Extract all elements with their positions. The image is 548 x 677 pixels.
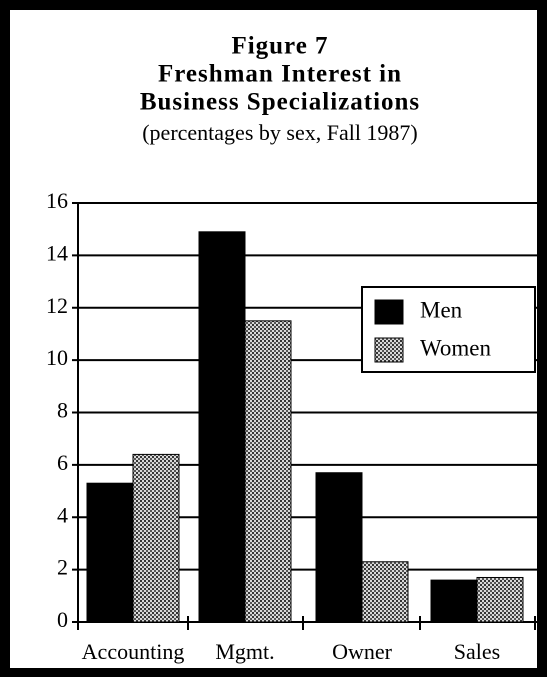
legend-swatch bbox=[374, 299, 404, 325]
y-tick-label: 6 bbox=[57, 450, 68, 475]
y-tick-label: 16 bbox=[46, 188, 68, 213]
bar bbox=[361, 561, 409, 623]
legend-label: Women bbox=[420, 335, 491, 360]
title-line: Freshman Interest in bbox=[158, 61, 402, 88]
bar bbox=[86, 482, 134, 623]
legend-swatch bbox=[374, 337, 404, 363]
bar bbox=[430, 579, 478, 623]
y-tick-label: 12 bbox=[46, 293, 68, 318]
x-tick-label: Owner bbox=[332, 639, 393, 664]
y-tick-label: 0 bbox=[57, 607, 68, 632]
bar bbox=[244, 320, 292, 623]
bar bbox=[132, 453, 180, 623]
y-tick-label: 10 bbox=[46, 345, 68, 370]
x-tick-label: Mgmt. bbox=[215, 639, 274, 664]
bar bbox=[198, 231, 246, 623]
y-tick-label: 14 bbox=[46, 240, 68, 265]
title-line: Business Specializations bbox=[140, 89, 420, 116]
y-tick-label: 4 bbox=[57, 502, 68, 527]
x-tick-label: Accounting bbox=[82, 639, 185, 664]
x-tick-label: Sales bbox=[454, 639, 500, 664]
bar bbox=[476, 576, 524, 623]
y-tick-label: 8 bbox=[57, 398, 68, 423]
subtitle: (percentages by sex, Fall 1987) bbox=[142, 120, 418, 145]
title-line: Figure 7 bbox=[231, 33, 328, 60]
y-tick-label: 2 bbox=[57, 555, 68, 580]
bar bbox=[315, 472, 363, 623]
legend-label: Men bbox=[420, 297, 463, 322]
